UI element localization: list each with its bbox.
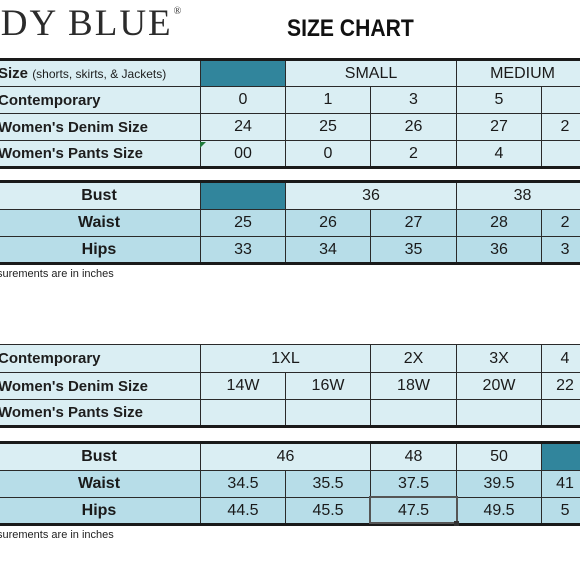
table-cell: 1 (285, 86, 371, 114)
page-title: SIZE CHART (287, 15, 414, 42)
size-table-plus: Contemporary 1XL 2X 3X 4 Women's Denim S… (0, 344, 580, 428)
table-cell (370, 399, 457, 428)
table-cell: 33 (200, 236, 286, 265)
measurement-table-small-medium: Bust 36 38 Waist 25 26 27 28 2 Hips 33 3… (0, 180, 580, 265)
registered-mark: ® (173, 6, 184, 17)
table-cell: 22 (541, 372, 580, 400)
table-cell: 3 (541, 236, 580, 265)
table-cell: 20W (456, 372, 542, 400)
table-cell: 2 (541, 209, 580, 237)
table-cell: 4 (456, 140, 542, 169)
table-cell: 3X (456, 344, 542, 373)
table-cell: 3 (370, 86, 457, 114)
row-label-pants: Women's Pants Size (0, 140, 201, 169)
header-dark-cell (200, 58, 286, 87)
table-cell: 39.5 (456, 470, 543, 498)
cell-comment-marker (200, 142, 206, 148)
table-cell: 44.5 (200, 497, 286, 526)
table-cell: 5 (456, 86, 542, 114)
table-cell (540, 86, 580, 114)
selected-cell[interactable]: 47.5 (370, 497, 458, 526)
table-cell (200, 399, 286, 428)
table-cell: 2 (370, 140, 457, 169)
row-label-bust: Bust (0, 441, 201, 471)
bust-value: 36 (284, 180, 458, 210)
row-label-hips: Hips (0, 236, 201, 265)
table-cell: 25 (285, 113, 371, 141)
table-cell: 25 (200, 209, 286, 237)
table-cell: 37.5 (370, 470, 458, 498)
fill-handle[interactable] (454, 521, 459, 526)
measurement-note: surements are in inches (0, 529, 114, 541)
table-cell: 2 (540, 113, 580, 141)
table-cell: 34.5 (200, 470, 286, 498)
table-cell: 0 (200, 86, 286, 114)
table-cell (540, 140, 580, 169)
row-label-bust: Bust (0, 180, 201, 210)
table-cell: 26 (285, 209, 371, 237)
cell-selection-box[interactable] (369, 496, 458, 524)
table-cell: 45.5 (284, 497, 372, 526)
table-cell: 27 (369, 209, 458, 237)
row-label-waist: Waist (0, 209, 201, 237)
table-cell: 26 (370, 113, 457, 141)
bust-dark-cell (200, 180, 286, 210)
bust-value: 50 (456, 441, 543, 471)
table-cell: 1XL (200, 344, 371, 373)
row-label-pants: Women's Pants Size (0, 399, 201, 428)
table-cell: 18W (370, 372, 457, 400)
table-cell: 4 (541, 344, 580, 373)
bust-value: 38 (456, 180, 580, 210)
row-label-denim: Women's Denim Size (0, 372, 201, 400)
row-label-denim: Women's Denim Size (0, 113, 201, 141)
table-cell: 28 (456, 209, 543, 237)
bust-value: 46 (199, 441, 372, 471)
size-table-small-medium: Size (shorts, skirts, & Jackets) SMALL M… (0, 58, 580, 169)
size-header-label: Size (shorts, skirts, & Jackets) (0, 58, 201, 87)
table-cell: 2X (370, 344, 457, 373)
table-cell: 14W (200, 372, 286, 400)
measurement-note: surements are in inches (0, 268, 114, 280)
table-cell (285, 399, 371, 428)
table-cell: 35.5 (284, 470, 372, 498)
table-cell: 5 (541, 497, 580, 526)
header-small: SMALL (285, 58, 457, 87)
table-cell: 49.5 (456, 497, 543, 526)
bust-dark-cell (541, 441, 580, 471)
measurement-table-plus: Bust 46 48 50 Waist 34.5 35.5 37.5 39.5 … (0, 441, 580, 526)
table-cell: 41 (541, 470, 580, 498)
bust-value: 48 (370, 441, 458, 471)
table-cell: 24 (200, 113, 286, 141)
row-label-contemporary: Contemporary (0, 86, 201, 114)
table-cell (456, 399, 542, 428)
table-cell: 35 (369, 236, 458, 265)
row-label-hips: Hips (0, 497, 201, 526)
brand-logo: UDY BLUE® (0, 2, 182, 45)
table-cell: 00 (200, 140, 286, 169)
table-cell (541, 399, 580, 428)
table-cell: 16W (285, 372, 371, 400)
row-label-contemporary: Contemporary (0, 344, 201, 373)
table-cell: 0 (285, 140, 371, 169)
header-medium: MEDIUM (455, 58, 580, 87)
table-cell: 34 (285, 236, 371, 265)
table-cell: 36 (456, 236, 543, 265)
brand-name: UDY BLUE (0, 3, 173, 44)
row-label-waist: Waist (0, 470, 201, 498)
table-cell: 27 (456, 113, 542, 141)
